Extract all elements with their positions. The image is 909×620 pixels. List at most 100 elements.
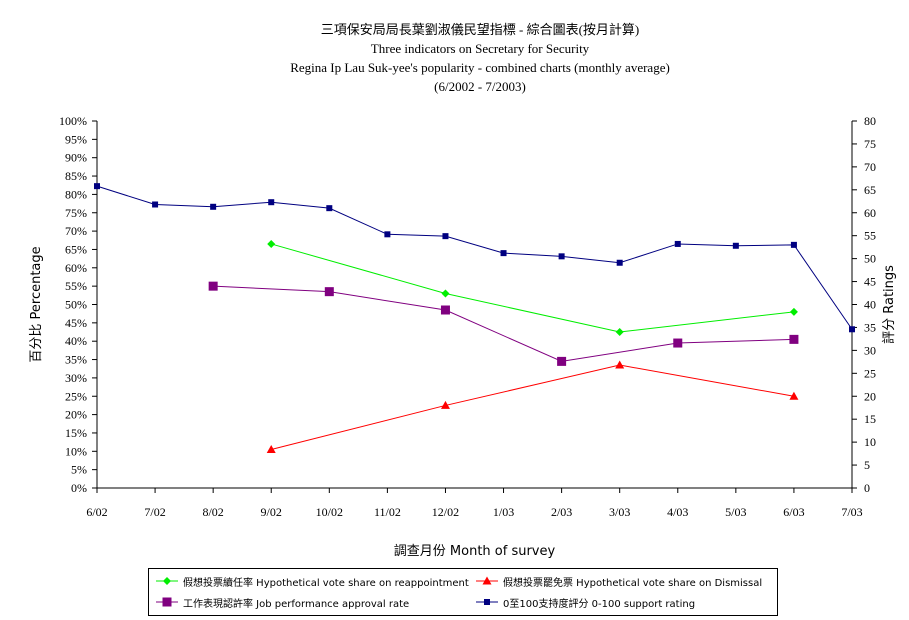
chart-title-chinese: 三項保安局局長葉劉淑儀民望指標 - 綜合圖表(按月計算) [320, 22, 640, 37]
y-left-tick-label: 90% [65, 151, 87, 165]
y-left-tick-label: 80% [65, 187, 87, 201]
chart-subtitle: Regina Ip Lau Suk-yee's popularity - com… [290, 60, 670, 75]
y-left-tick-label: 35% [65, 353, 87, 367]
y-left-tick-label: 50% [65, 298, 87, 312]
legend-item-3: 工作表現認許率 Job performance approval rate [155, 592, 409, 612]
series-point-4 [94, 183, 100, 190]
y-left-tick-label: 0% [71, 481, 87, 495]
chart-date-range: (6/2002 - 7/2003) [434, 79, 526, 94]
series-point-2 [266, 444, 276, 453]
y-right-tick-label: 25 [864, 366, 876, 380]
y-right-tick-label: 75 [864, 137, 876, 151]
series-point-1 [615, 328, 624, 337]
series-point-3 [557, 356, 567, 366]
legend-label: 假想投票續任率 Hypothetical vote share on reapp… [183, 577, 469, 589]
y-right-tick-label: 80 [864, 114, 876, 128]
x-tick-label: 8/02 [202, 505, 223, 519]
x-tick-label: 4/03 [667, 505, 688, 519]
chart-title-english: Three indicators on Secretary for Securi… [370, 41, 590, 56]
y-right-tick-label: 70 [864, 160, 876, 174]
legend-swatch-marker [484, 599, 490, 605]
x-axis-title: 調查月份 Month of survey [394, 544, 556, 559]
y-right-tick-label: 55 [864, 229, 876, 243]
legend-label: 0至100支持度評分 0-100 support rating [503, 598, 696, 610]
legend-swatch-4 [476, 599, 498, 605]
series-point-4 [152, 201, 159, 208]
y-right-tick-label: 65 [864, 183, 876, 197]
series-line-2 [271, 364, 795, 450]
x-tick-label: 5/03 [725, 505, 746, 519]
y-left-tick-label: 85% [65, 169, 87, 183]
y-right-tick-label: 15 [864, 412, 876, 426]
legend-label: 假想投票罷免票 Hypothetical vote share on Dismi… [503, 577, 763, 589]
series-point-4 [849, 326, 855, 333]
series-1 [267, 239, 798, 337]
chart-axis-labels: 0% 5% 10% 15% 20% 25% 30% 35% 40% 45% 50% 55% 60% 65%… [29, 114, 897, 559]
series-point-3 [673, 338, 683, 348]
x-tick-label: 3/03 [609, 505, 630, 519]
y-axis-right-title: 評分 Ratings [882, 265, 897, 344]
x-tick-label: 7/02 [144, 505, 165, 519]
legend-swatch-3 [156, 597, 178, 607]
series-point-4 [616, 259, 623, 266]
y-right-tick-label: 45 [864, 275, 876, 289]
y-right-tick-label: 35 [864, 320, 876, 334]
series-point-4 [442, 233, 449, 240]
series-4 [94, 183, 855, 333]
x-tick-label: 1/03 [493, 505, 514, 519]
y-left-tick-label: 60% [65, 261, 87, 275]
legend-label: 工作表現認許率 Job performance approval rate [183, 598, 410, 610]
series-point-4 [790, 241, 797, 248]
series-point-1 [441, 289, 450, 298]
y-left-tick-label: 70% [65, 224, 87, 238]
series-line-4 [96, 185, 853, 330]
series-point-3 [324, 287, 334, 297]
y-right-tick-label: 30 [864, 343, 876, 357]
series-point-4 [210, 203, 217, 210]
series-point-4 [384, 231, 391, 238]
series-point-1 [789, 307, 798, 316]
y-left-tick-label: 95% [65, 132, 87, 146]
series-2 [266, 360, 799, 453]
legend-item-4: 0至100支持度評分 0-100 support rating [475, 592, 695, 612]
x-tick-label: 9/02 [261, 505, 282, 519]
legend-swatch-marker [162, 597, 172, 607]
y-left-tick-label: 20% [65, 408, 87, 422]
series-point-4 [674, 240, 681, 247]
series-line-3 [213, 285, 794, 362]
series-point-4 [732, 242, 739, 249]
x-tick-label: 2/03 [551, 505, 572, 519]
x-tick-label: 6/02 [86, 505, 107, 519]
x-tick-label: 12/02 [432, 505, 459, 519]
series-3 [208, 281, 799, 366]
y-right-tick-label: 5 [864, 458, 870, 472]
y-left-tick-label: 100% [59, 114, 87, 128]
series-point-4 [268, 199, 275, 206]
y-left-tick-label: 5% [71, 463, 87, 477]
series-point-1 [267, 239, 276, 248]
legend-swatch-2 [476, 576, 498, 585]
y-right-tick-label: 60 [864, 206, 876, 220]
x-tick-label: 10/02 [316, 505, 343, 519]
x-tick-label: 7/03 [841, 505, 862, 519]
legend-swatch-marker [482, 576, 492, 585]
y-right-tick-label: 10 [864, 435, 876, 449]
y-right-tick-label: 20 [864, 389, 876, 403]
series-point-2 [615, 360, 625, 369]
series-line-1 [271, 243, 794, 333]
chart-series [94, 183, 855, 453]
y-left-tick-label: 65% [65, 242, 87, 256]
chart-titles: 三項保安局局長葉劉淑儀民望指標 - 綜合圖表(按月計算) Three indic… [0, 20, 909, 96]
series-point-2 [789, 391, 799, 400]
series-point-3 [208, 281, 218, 291]
x-tick-label: 6/03 [783, 505, 804, 519]
y-right-tick-label: 40 [864, 298, 876, 312]
series-point-4 [326, 205, 333, 212]
series-point-4 [500, 250, 507, 257]
legend-swatch-1 [156, 577, 178, 585]
legend-item-2: 假想投票罷免票 Hypothetical vote share on Dismi… [475, 571, 762, 591]
chart-legend: 假想投票續任率 Hypothetical vote share on reapp… [148, 568, 778, 616]
legend-item-1: 假想投票續任率 Hypothetical vote share on reapp… [155, 571, 469, 591]
y-left-tick-label: 15% [65, 426, 87, 440]
x-tick-label: 11/02 [374, 505, 401, 519]
